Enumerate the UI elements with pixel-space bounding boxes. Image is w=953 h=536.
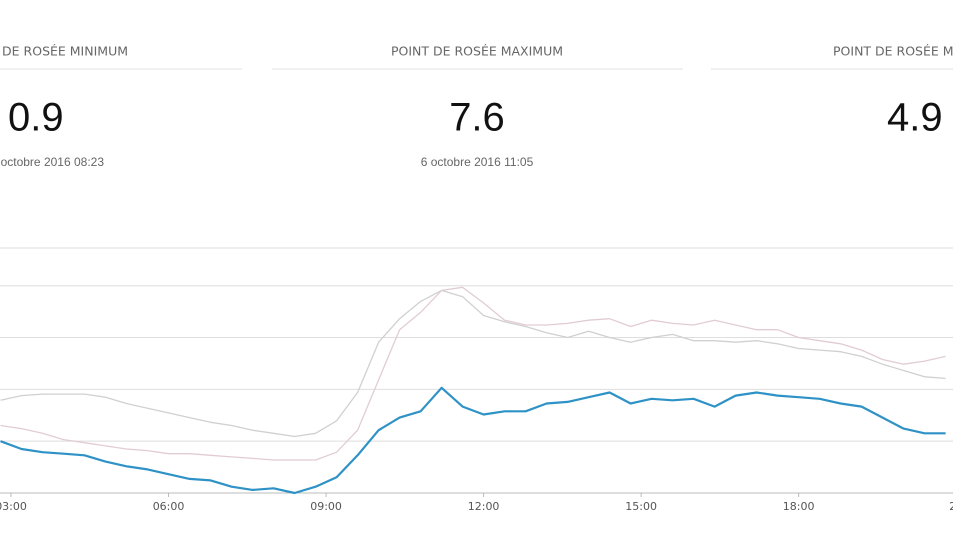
x-tick-label: 18:00: [783, 500, 815, 513]
panel-date: 6 octobre 2016 11:05: [421, 155, 534, 169]
series-line: [0, 286, 946, 461]
panel-title: DE ROSÉE MINIMUM: [2, 44, 128, 59]
x-tick-label: 15:00: [625, 500, 657, 513]
x-tick-label: 21: [949, 500, 953, 513]
x-tick-label: 03:00: [0, 500, 27, 513]
panel-title: POINT DE ROSÉE MAXIMUM: [391, 44, 563, 59]
panel-value: 0.9: [8, 96, 64, 140]
x-tick-label: 06:00: [153, 500, 185, 513]
series-line: [0, 386, 946, 495]
chart: 03:00 06:00 09:00 12:00 15:00 18:00 21: [0, 247, 953, 513]
panel-value: 7.6: [449, 96, 505, 140]
series-line: [0, 289, 946, 438]
x-tick-label: 12:00: [468, 500, 500, 513]
panel-title: POINT DE ROSÉE M: [833, 44, 953, 59]
panel-value: 4.9: [887, 96, 943, 140]
panel-date: octobre 2016 08:23: [1, 155, 105, 169]
x-tick-label: 09:00: [310, 500, 342, 513]
